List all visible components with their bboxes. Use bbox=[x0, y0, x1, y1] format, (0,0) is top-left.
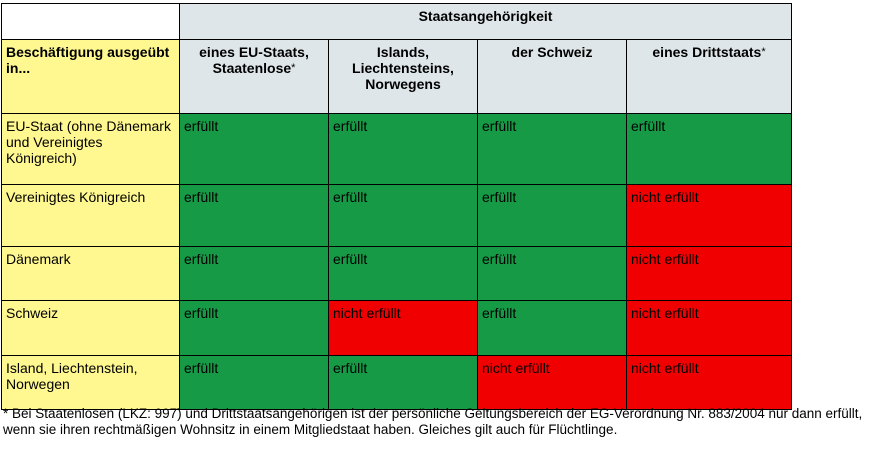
table-row: EU-Staat (ohne Dänemark und Vereinigtes … bbox=[1, 113, 793, 185]
column-header: Islands, Liechtensteins, Norwegens bbox=[328, 39, 478, 114]
status-cell: erfüllt bbox=[179, 355, 329, 410]
column-header-label: Islands, Liechtensteins, Norwegens bbox=[352, 44, 454, 92]
table-row: Island, Liechtenstein, Norwegen erfüllt … bbox=[1, 355, 793, 410]
column-header-label: der Schweiz bbox=[511, 44, 593, 60]
row-header: Dänemark bbox=[1, 246, 180, 301]
status-cell: erfüllt bbox=[179, 300, 329, 356]
row-header: Vereinigtes Königreich bbox=[1, 184, 180, 247]
header-row-top: Staatsangehörigkeit bbox=[1, 3, 793, 40]
status-cell: nicht erfüllt bbox=[328, 300, 478, 356]
table-row: Schweiz erfüllt nicht erfüllt erfüllt ni… bbox=[1, 300, 793, 356]
status-cell: erfüllt bbox=[328, 113, 478, 185]
table-row: Vereinigtes Königreich erfüllt erfüllt e… bbox=[1, 184, 793, 247]
status-cell: nicht erfüllt bbox=[625, 184, 793, 247]
corner-cell bbox=[1, 3, 180, 40]
status-cell: erfüllt bbox=[179, 184, 329, 247]
table-row: Dänemark erfüllt erfüllt erfüllt nicht e… bbox=[1, 246, 793, 301]
status-cell: erfüllt bbox=[477, 113, 627, 185]
column-header-star: * bbox=[291, 62, 296, 74]
nationality-table: Staatsangehörigkeit Beschäftigung ausgeü… bbox=[1, 3, 793, 410]
status-cell: erfüllt bbox=[179, 246, 329, 301]
status-cell: nicht erfüllt bbox=[625, 246, 793, 301]
status-cell: erfüllt bbox=[328, 246, 478, 301]
row-header: Island, Liechtenstein, Norwegen bbox=[1, 355, 180, 410]
footnote: * Bei Staatenlosen (LKZ: 997) und Dritts… bbox=[3, 406, 863, 437]
status-cell: nicht erfüllt bbox=[625, 355, 793, 410]
status-cell: erfüllt bbox=[477, 300, 627, 356]
column-header-label: eines EU-Staats, Staatenlose bbox=[199, 44, 309, 76]
column-header: der Schweiz bbox=[477, 39, 627, 114]
status-cell: erfüllt bbox=[477, 246, 627, 301]
status-cell: erfüllt bbox=[477, 184, 627, 247]
status-cell: nicht erfüllt bbox=[625, 300, 793, 356]
status-cell: erfüllt bbox=[328, 184, 478, 247]
column-header-star: * bbox=[761, 46, 766, 58]
status-cell: erfüllt bbox=[179, 113, 329, 185]
status-cell: nicht erfüllt bbox=[477, 355, 627, 410]
row-header: Schweiz bbox=[1, 300, 180, 356]
row-group-title: Beschäftigung ausgeübt in... bbox=[1, 39, 180, 114]
column-header-label: eines Drittstaats bbox=[652, 44, 762, 60]
status-cell: erfüllt bbox=[625, 113, 793, 185]
column-header: eines Drittstaats* bbox=[625, 39, 793, 114]
header-row-columns: Beschäftigung ausgeübt in... eines EU-St… bbox=[1, 39, 793, 114]
status-cell: erfüllt bbox=[328, 355, 478, 410]
column-header: eines EU-Staats, Staatenlose* bbox=[179, 39, 329, 114]
row-header: EU-Staat (ohne Dänemark und Vereinigtes … bbox=[1, 113, 180, 185]
column-group-title: Staatsangehörigkeit bbox=[178, 3, 793, 40]
